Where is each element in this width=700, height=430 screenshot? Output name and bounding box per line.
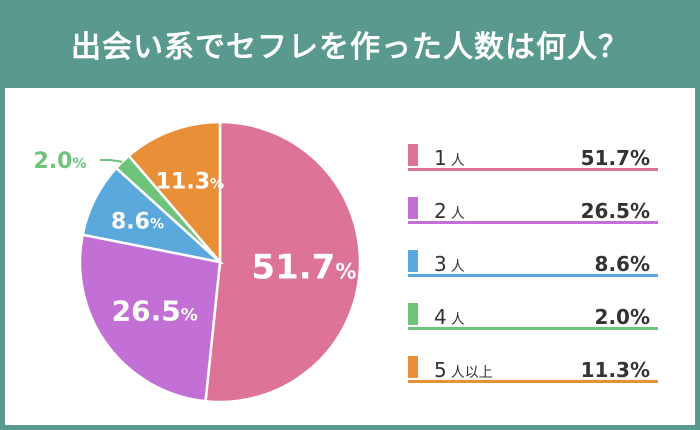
header-banner: 出会い系でセフレを作った人数は何人？ — [0, 0, 700, 88]
legend-value-2: 26.5% — [581, 199, 650, 223]
slice-label-4: 2.0% — [33, 149, 86, 174]
legend-underline-4 — [408, 327, 658, 330]
pie-slice-1 — [204, 120, 362, 404]
pie-slice-2 — [78, 233, 222, 403]
legend-underline-1 — [408, 168, 658, 171]
chart-title: 出会い系でセフレを作った人数は何人？ — [71, 30, 629, 65]
legend-underline-5 — [408, 380, 658, 383]
legend-label-5: 5 人以上 — [434, 358, 493, 382]
legend-value-5: 11.3% — [581, 358, 650, 382]
leader-line-4 — [109, 159, 123, 163]
legend-swatch-3 — [408, 250, 418, 272]
legend-underline-3 — [408, 274, 658, 277]
legend-value-3: 8.6% — [595, 252, 650, 276]
legend-swatch-5 — [408, 356, 418, 378]
legend-underline-2 — [408, 221, 658, 224]
legend-swatch-1 — [408, 144, 418, 166]
legend-swatch-2 — [408, 197, 418, 219]
legend-swatch-4 — [408, 303, 418, 325]
legend-value-1: 51.7% — [581, 146, 650, 170]
legend-value-4: 2.0% — [595, 305, 650, 329]
pie-slice-5 — [127, 120, 222, 266]
